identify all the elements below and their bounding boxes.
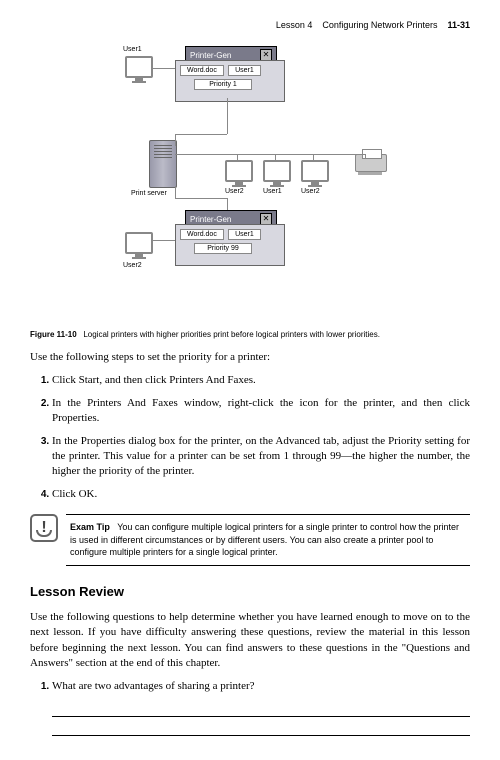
exam-tip-icon xyxy=(30,514,58,542)
figure-label: Figure 11-10 xyxy=(30,330,77,339)
monitor-label: User1 xyxy=(123,46,142,53)
doc-label: Word.doc xyxy=(180,229,224,240)
answer-line xyxy=(52,721,470,736)
step-4: Click OK. xyxy=(52,487,470,502)
figure-caption: Figure 11-10 Logical printers with highe… xyxy=(30,330,470,339)
print-server-label: Print server xyxy=(131,190,167,197)
question-1: What are two advantages of sharing a pri… xyxy=(52,679,470,694)
review-questions: What are two advantages of sharing a pri… xyxy=(30,679,470,694)
monitor-user1-mid xyxy=(263,160,291,184)
priority-99-box: Priority 99 xyxy=(194,243,252,254)
monitor-user2-mid2 xyxy=(301,160,329,184)
monitor-user2-bottom xyxy=(125,232,153,256)
monitor-user1-top xyxy=(125,56,153,80)
lesson-number: Lesson 4 xyxy=(276,20,313,30)
printer-window-body-2: Word.doc User1 Priority 99 xyxy=(175,224,285,266)
exam-tip-row: Exam Tip You can configure multiple logi… xyxy=(30,514,470,566)
doc-label: Word.doc xyxy=(180,65,224,76)
exam-tip-box: Exam Tip You can configure multiple logi… xyxy=(66,514,470,566)
priority-1-box: Priority 1 xyxy=(194,79,252,90)
lesson-title: Configuring Network Printers xyxy=(322,20,437,30)
monitor-user2-mid xyxy=(225,160,253,184)
step-3: In the Properties dialog box for the pri… xyxy=(52,434,470,480)
server-tower-icon xyxy=(149,140,177,188)
lesson-review-heading: Lesson Review xyxy=(30,584,470,599)
user-label: User1 xyxy=(228,229,261,240)
step-2: In the Printers And Faxes window, right-… xyxy=(52,396,470,427)
printer-icon xyxy=(355,154,385,176)
printer-window-body-1: Word.doc User1 Priority 1 xyxy=(175,60,285,102)
intro-text: Use the following steps to set the prior… xyxy=(30,350,470,365)
page-header: Lesson 4 Configuring Network Printers 11… xyxy=(30,20,470,30)
steps-list: Click Start, and then click Printers And… xyxy=(30,373,470,502)
step-1: Click Start, and then click Printers And… xyxy=(52,373,470,388)
page-number: 11-31 xyxy=(447,20,470,30)
review-intro: Use the following questions to help dete… xyxy=(30,610,470,672)
exam-tip-text: You can configure multiple logical print… xyxy=(70,522,459,557)
answer-line xyxy=(52,702,470,717)
priority-diagram: Printer-Gen ✕ Word.doc User1 Priority 1 … xyxy=(75,42,425,322)
user-label: User1 xyxy=(228,65,261,76)
figure-text: Logical printers with higher priorities … xyxy=(83,330,380,339)
exam-tip-label: Exam Tip xyxy=(70,522,110,532)
